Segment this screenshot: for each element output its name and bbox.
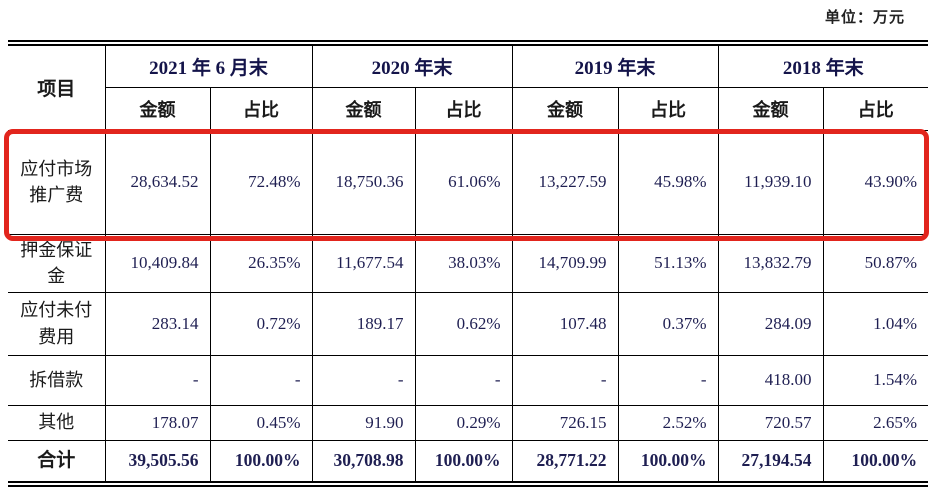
table-cell: 13,227.59 [511, 129, 619, 235]
table-row-other: 其他 178.07 0.45% 91.90 0.29% 726.15 2.52%… [8, 404, 929, 441]
period-header-2019: 2019 年末 [511, 43, 719, 88]
row-label: 押金保证金 [8, 233, 106, 293]
table-cell: 14,709.99 [511, 233, 619, 293]
table-cell: 26.35% [209, 233, 313, 293]
table-row-deposits: 押金保证金 10,409.84 26.35% 11,677.54 38.03% … [8, 233, 929, 293]
table-cell: 0.45% [209, 404, 313, 441]
table-cell: 1.04% [822, 291, 929, 356]
table-cell: 11,939.10 [717, 129, 824, 235]
table-cell: 0.29% [414, 404, 513, 441]
table-row-borrowings: 拆借款 - - - - - - 418.00 1.54% [8, 354, 929, 406]
table-cell: 720.57 [717, 404, 824, 441]
table-cell: 30,708.98 [311, 439, 416, 484]
table-cell: 39,505.56 [104, 439, 211, 484]
table-cell: 10,409.84 [104, 233, 211, 293]
table-cell: 38.03% [414, 233, 513, 293]
row-label: 合计 [8, 439, 106, 484]
table-cell: 28,634.52 [104, 129, 211, 235]
table-row-total: 合计 39,505.56 100.00% 30,708.98 100.00% 2… [8, 439, 929, 484]
table-cell: - [511, 354, 619, 406]
ratio-header: 占比 [209, 86, 313, 131]
row-label: 应付市场推广费 [8, 129, 106, 235]
table-cell: 50.87% [822, 233, 929, 293]
financial-table-wrap: 项目 2021 年 6 月末 2020 年末 2019 年末 2018 年末 金… [8, 40, 929, 487]
table-cell: 2.52% [617, 404, 719, 441]
period-header-2020: 2020 年末 [311, 43, 513, 88]
amount-header: 金额 [105, 86, 211, 131]
table-cell: 100.00% [822, 439, 929, 484]
table-cell: 0.72% [209, 291, 313, 356]
table-cell: 283.14 [104, 291, 211, 356]
unit-label: 单位：万元 [824, 10, 905, 26]
table-cell: 726.15 [511, 404, 619, 441]
table-cell: 284.09 [717, 291, 824, 356]
table-cell: - [311, 354, 416, 406]
table-cell: 418.00 [717, 354, 824, 406]
table-cell: 18,750.36 [311, 129, 416, 235]
table-cell: - [414, 354, 513, 406]
table-cell: 2.65% [822, 404, 929, 441]
table-cell: 178.07 [104, 404, 211, 441]
table-cell: 107.48 [511, 291, 619, 356]
row-label: 拆借款 [8, 354, 106, 406]
item-column-header: 项目 [8, 43, 106, 131]
table-cell: 51.13% [617, 233, 719, 293]
header-row-periods: 项目 2021 年 6 月末 2020 年末 2019 年末 2018 年末 [8, 43, 929, 131]
table-cell: 27,194.54 [717, 439, 824, 484]
period-header-2018: 2018 年末 [717, 43, 929, 88]
ratio-header: 占比 [822, 86, 929, 131]
ratio-header: 占比 [414, 86, 513, 131]
table-cell: 13,832.79 [717, 233, 824, 293]
table-cell: 1.54% [822, 354, 929, 406]
amount-header: 金额 [311, 86, 416, 131]
table-cell: 189.17 [311, 291, 416, 356]
table-cell: 45.98% [617, 129, 719, 235]
financial-table: 项目 2021 年 6 月末 2020 年末 2019 年末 2018 年末 金… [8, 40, 929, 487]
row-label: 应付未付费用 [8, 291, 106, 356]
table-cell: - [617, 354, 719, 406]
table-cell: 0.62% [414, 291, 513, 356]
table-cell: 91.90 [311, 404, 416, 441]
amount-header: 金额 [511, 86, 619, 131]
table-cell: 100.00% [414, 439, 513, 484]
ratio-header: 占比 [617, 86, 719, 131]
table-cell: 0.37% [617, 291, 719, 356]
table-cell: 43.90% [822, 129, 929, 235]
table-cell: 100.00% [209, 439, 313, 484]
table-cell: 72.48% [209, 129, 313, 235]
header-row-subcolumns: 金额 占比 金额 占比 金额 占比 金额 占比 [8, 86, 929, 131]
table-cell: 100.00% [617, 439, 719, 484]
table-cell: 11,677.54 [311, 233, 416, 293]
table-cell: - [104, 354, 211, 406]
table-cell: - [209, 354, 313, 406]
row-label: 其他 [8, 404, 106, 441]
table-row-marketing-fee: 应付市场推广费 28,634.52 72.48% 18,750.36 61.06… [8, 129, 929, 235]
period-header-2021h1: 2021 年 6 月末 [104, 43, 313, 88]
table-cell: 28,771.22 [511, 439, 619, 484]
table-row-unpaid-fees: 应付未付费用 283.14 0.72% 189.17 0.62% 107.48 … [8, 291, 929, 356]
table-cell: 61.06% [414, 129, 513, 235]
amount-header: 金额 [717, 86, 824, 131]
